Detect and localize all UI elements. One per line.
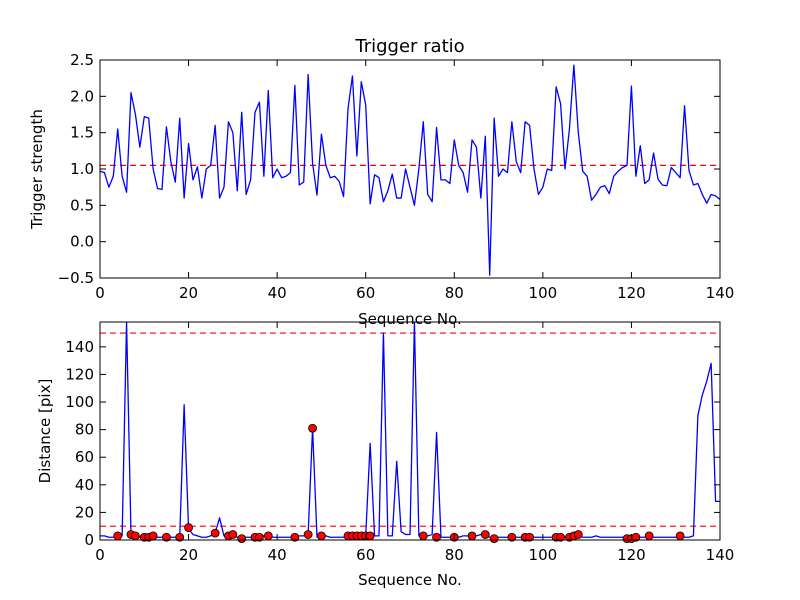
- top-y-tick-label: 0.5: [70, 196, 94, 214]
- top-y-tick-label: 0.0: [70, 233, 94, 251]
- top-y-tick-label: 2.0: [70, 87, 94, 105]
- bottom-x-tick-label: 140: [706, 546, 735, 564]
- bottom-marker-point: [467, 531, 477, 541]
- bottom-marker-point: [480, 530, 490, 539]
- trigger-ratio-plot: Trigger ratio 0 20 40 60 80 100 120 140 −0.5 0.0 0…: [28, 36, 734, 328]
- bottom-x-tick-label: 40: [268, 546, 287, 564]
- bottom-marker-point: [308, 423, 317, 433]
- bottom-x-tick-label: 20: [179, 546, 198, 564]
- top-x-tick-label: 20: [179, 284, 198, 302]
- top-y-tick-label: 2.5: [70, 51, 94, 69]
- bottom-x-tick-label: 120: [617, 546, 646, 564]
- bottom-series-line-0: [100, 321, 720, 540]
- top-plot-frame: [99, 59, 721, 279]
- distance-plot: 0 20 40 60 80 100 120 140 0 20 40 60 80 100 120 140 Seq…: [36, 321, 735, 589]
- bottom-marker-point: [644, 531, 654, 541]
- bottom-marker-point: [113, 531, 123, 541]
- bottom-marker-point: [525, 532, 534, 542]
- bottom-plot-frame: [99, 321, 721, 541]
- bottom-marker-point: [162, 532, 171, 542]
- bottom-marker-point: [255, 532, 264, 542]
- bottom-y-axis-label: Distance [pix]: [36, 379, 54, 484]
- bottom-y-tick-label: 100: [65, 393, 94, 411]
- bottom-y-tick-label: 60: [75, 448, 94, 466]
- bottom-y-tick-label: 120: [65, 365, 94, 383]
- bottom-x-tick-label: 60: [356, 546, 375, 564]
- bottom-marker-point: [263, 531, 273, 541]
- bottom-marker-point: [175, 532, 185, 542]
- bottom-marker-point: [489, 534, 499, 544]
- bottom-marker-point: [237, 534, 247, 544]
- top-y-axis-label: Trigger strength: [28, 109, 46, 230]
- bottom-x-tick-label: 0: [95, 546, 105, 564]
- top-chart-title: Trigger ratio: [354, 36, 464, 57]
- bottom-y-tick-label: 20: [75, 503, 94, 521]
- bottom-x-tick-label: 100: [529, 546, 558, 564]
- top-x-tick-label: 40: [268, 284, 287, 302]
- bottom-marker-point: [290, 532, 300, 542]
- bottom-marker-point: [418, 531, 428, 541]
- bottom-marker-point: [148, 531, 158, 541]
- bottom-marker-point: [228, 530, 238, 539]
- bottom-marker-point: [432, 532, 441, 542]
- top-y-tick-label: −0.5: [58, 269, 94, 287]
- bottom-marker-point: [131, 531, 140, 541]
- top-series-line-0: [99, 64, 721, 276]
- top-y-tick-label: 1.5: [70, 124, 94, 142]
- bottom-y-tick-label: 0: [84, 531, 94, 549]
- bottom-marker-point: [573, 530, 583, 539]
- bottom-marker-point: [317, 531, 326, 541]
- bottom-y-tick-label: 140: [65, 338, 94, 356]
- top-x-tick-label: 140: [706, 284, 735, 302]
- bottom-marker-point: [507, 532, 517, 542]
- top-x-tick-label: 80: [445, 284, 464, 302]
- bottom-marker-point: [303, 530, 313, 539]
- top-x-tick-label: 0: [95, 284, 105, 302]
- bottom-y-tick-label: 40: [75, 476, 94, 494]
- top-x-tick-label: 100: [529, 284, 558, 302]
- bottom-marker-point: [556, 532, 565, 542]
- top-x-tick-label: 60: [356, 284, 375, 302]
- bottom-x-axis-label: Sequence No.: [358, 571, 462, 589]
- top-y-tick-label: 1.0: [70, 160, 94, 178]
- bottom-y-tick-label: 80: [75, 421, 94, 439]
- bottom-x-tick-label: 80: [445, 546, 464, 564]
- bottom-marker-point: [365, 531, 375, 541]
- bottom-marker-point: [184, 523, 193, 532]
- bottom-marker-point: [675, 531, 685, 541]
- top-x-axis-label: Sequence No.: [358, 310, 462, 328]
- bottom-marker-point: [210, 528, 220, 538]
- top-x-tick-label: 120: [617, 284, 646, 302]
